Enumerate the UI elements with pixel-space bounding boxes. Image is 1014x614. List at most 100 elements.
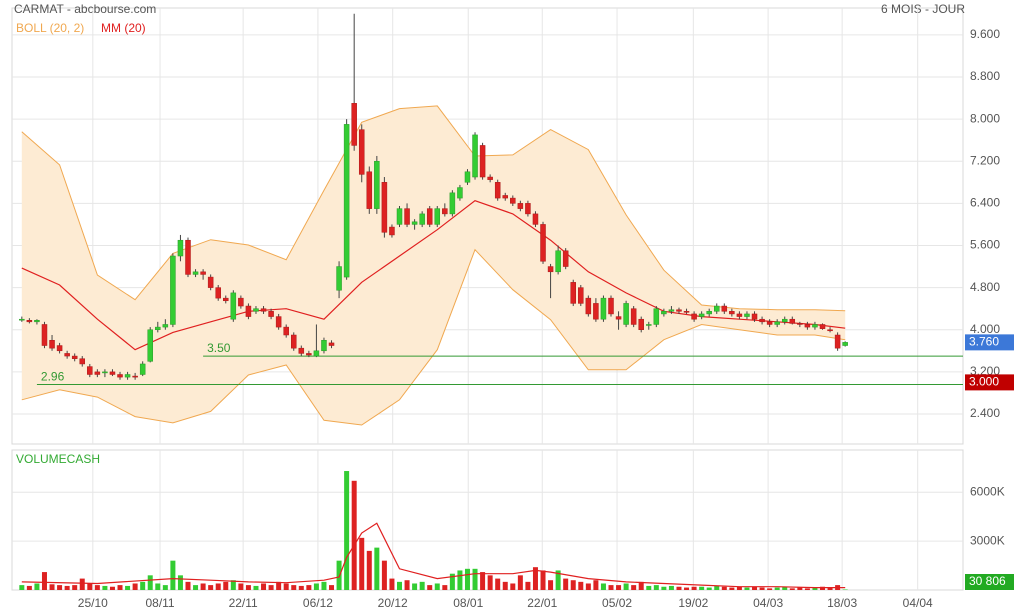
candle-body	[812, 324, 818, 328]
volume-bar	[842, 589, 848, 590]
candle-body	[766, 321, 773, 325]
candle-body	[64, 353, 70, 357]
volume-average	[21, 522, 846, 589]
volume-bar	[767, 588, 773, 590]
volume-panel	[11, 449, 964, 591]
volume-bar	[79, 578, 85, 590]
volume-bar	[298, 585, 304, 590]
candle-body	[328, 342, 335, 346]
volume-bar	[563, 578, 569, 590]
volume-bar	[155, 583, 161, 590]
volume-bar	[729, 587, 735, 590]
candle-body	[396, 208, 403, 225]
candle-body	[192, 271, 199, 275]
candle-body	[819, 324, 826, 329]
candle-body	[653, 308, 660, 325]
volume-bar	[109, 586, 115, 590]
volume-bar	[200, 583, 206, 590]
volume-bar	[57, 585, 63, 590]
bollinger-lower	[21, 248, 846, 426]
chart-title: CARMAT - abcbourse.com	[14, 2, 156, 16]
volume-bar	[714, 585, 720, 590]
x-tick-label: 08/11	[145, 596, 174, 610]
candle-body	[744, 313, 750, 317]
volume-bar	[616, 585, 622, 590]
candle-body	[321, 340, 327, 352]
volume-bar	[87, 583, 93, 590]
candle-body	[683, 311, 690, 313]
x-tick-label: 25/10	[78, 596, 108, 610]
candle-body	[366, 171, 373, 209]
volume-bar	[117, 585, 123, 590]
volume-bar	[291, 585, 297, 590]
volume-bar	[706, 587, 712, 590]
bollinger-area	[21, 105, 846, 426]
volume-bar	[404, 580, 410, 590]
y-tick-label: 8.000	[970, 111, 1000, 125]
candle-body	[147, 329, 153, 362]
volume-bar	[608, 585, 614, 590]
volume-bar	[140, 581, 146, 590]
x-tick-label: 20/12	[378, 596, 408, 610]
price-panel	[11, 7, 964, 445]
candle-body	[404, 208, 410, 225]
candle-body	[185, 239, 191, 275]
candle-body	[374, 160, 380, 209]
volume-bar	[283, 583, 289, 590]
volume-bar	[668, 585, 674, 590]
candle-body	[517, 203, 524, 209]
candle-body	[343, 124, 350, 278]
candle-body	[721, 305, 728, 312]
candle-body	[275, 316, 282, 328]
candle-body	[449, 192, 456, 215]
volume-bar	[752, 586, 758, 590]
candle-body	[510, 197, 516, 204]
volume-bar	[502, 581, 508, 590]
candle-body	[600, 297, 607, 320]
x-tick-label: 08/01	[453, 596, 483, 610]
candle-body	[94, 371, 101, 375]
candle-body	[253, 308, 259, 312]
volume-bar	[366, 550, 372, 590]
price-label: 3.760	[969, 335, 999, 349]
volume-bar	[578, 581, 584, 590]
candle-body	[389, 226, 395, 236]
candle-body	[306, 353, 312, 356]
candle-body	[87, 366, 93, 375]
y-tick-label: 2.400	[970, 406, 1000, 420]
volume-bar	[820, 586, 826, 590]
candle-body	[336, 266, 342, 291]
volume-bar	[434, 583, 440, 590]
candle-body	[494, 182, 501, 199]
candle-body	[245, 305, 252, 317]
volume-bar	[480, 572, 486, 590]
candle-body	[411, 221, 418, 225]
volume-bar	[223, 581, 229, 590]
x-tick-label: 05/02	[602, 596, 632, 610]
legend-volume: VOLUMECASH	[16, 452, 100, 466]
x-tick-label: 04/04	[903, 596, 933, 610]
candle-body	[759, 318, 765, 323]
candle-body	[751, 313, 758, 320]
candle-body	[487, 176, 493, 180]
candle-body	[313, 350, 320, 357]
volume-bar	[525, 581, 531, 590]
candle-body	[623, 303, 629, 325]
candle-body	[464, 171, 471, 183]
candle-body	[268, 311, 274, 317]
volume-bar	[797, 587, 803, 590]
candle-body	[200, 271, 206, 275]
candle-body	[41, 324, 48, 346]
volume-bar	[125, 585, 131, 590]
candle-body	[525, 203, 531, 215]
volume-bar	[699, 586, 705, 590]
volume-bar	[245, 585, 251, 590]
period-label: 6 MOIS - JOUR	[881, 2, 965, 16]
volume-bar	[359, 537, 365, 590]
candle-body	[562, 250, 569, 267]
candle-body	[834, 334, 841, 349]
volume-bar	[804, 588, 810, 590]
candle-body	[230, 292, 237, 320]
candle-body	[34, 320, 40, 323]
x-tick-label: 22/01	[527, 596, 557, 610]
